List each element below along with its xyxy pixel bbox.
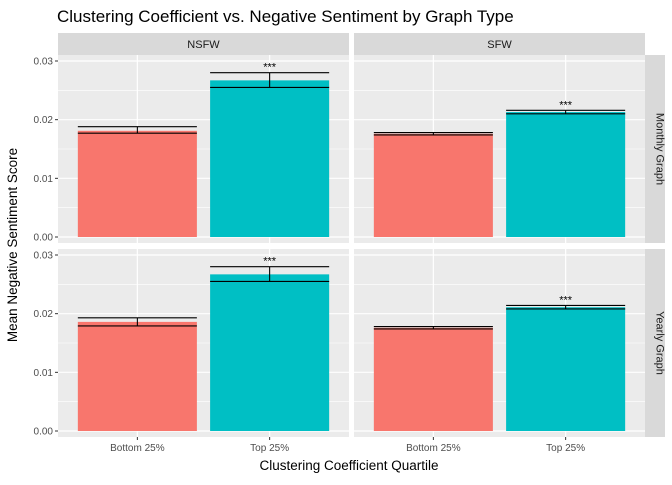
y-axis-title: Mean Negative Sentiment Score bbox=[5, 148, 20, 342]
significance-label: *** bbox=[263, 256, 277, 268]
y-tick-label: 0.02 bbox=[34, 309, 54, 320]
chart-title: Clustering Coefficient vs. Negative Sent… bbox=[57, 7, 514, 26]
error-bar-bottom-25 bbox=[77, 126, 197, 134]
facet-panels: NSFW SFW Monthly Graph Yearly Graph *** 0.00 0… bbox=[34, 33, 666, 454]
x-tick-label: Top 25% bbox=[546, 443, 585, 454]
strip-background bbox=[58, 33, 349, 55]
x-tick-label: Bottom 25% bbox=[406, 443, 461, 454]
error-bar-bottom-25 bbox=[77, 317, 197, 327]
significance-label: *** bbox=[559, 294, 573, 306]
panel-nsfw-yearly-graph: *** 0.00 0.01 0.02 0.03 Bottom 25% Top 25% bbox=[34, 249, 349, 454]
y-tick-label: 0.02 bbox=[34, 115, 54, 126]
y-tick-label: 0.00 bbox=[34, 233, 54, 244]
strip-label: Yearly Graph bbox=[654, 311, 666, 375]
y-tick-label: 0.01 bbox=[34, 368, 54, 379]
strip-label: NSFW bbox=[187, 39, 220, 51]
panel-nsfw-monthly-graph: *** 0.00 0.01 0.02 0.03 bbox=[34, 55, 349, 244]
bar-top-25 bbox=[210, 274, 330, 431]
error-bar-top-25 bbox=[506, 304, 626, 310]
y-tick-label: 0.03 bbox=[34, 57, 54, 68]
panel-sfw-yearly-graph: *** Bottom 25% Top 25% bbox=[354, 249, 645, 454]
significance-label: *** bbox=[559, 99, 573, 111]
bar-bottom-25 bbox=[77, 321, 197, 431]
panel-sfw-monthly-graph: *** bbox=[354, 55, 645, 243]
strip-label: SFW bbox=[487, 39, 512, 51]
error-bar-bottom-25 bbox=[373, 326, 493, 330]
bar-bottom-25 bbox=[373, 133, 493, 237]
bar-top-25 bbox=[506, 112, 626, 237]
bar-bottom-25 bbox=[373, 327, 493, 431]
significance-label: *** bbox=[263, 62, 277, 74]
strip-nsfw: NSFW bbox=[58, 33, 349, 55]
error-bar-top-25 bbox=[210, 72, 330, 88]
bar-top-25 bbox=[506, 307, 626, 431]
strip-background bbox=[354, 33, 645, 55]
y-tick-label: 0.00 bbox=[34, 427, 54, 438]
y-tick-label: 0.01 bbox=[34, 174, 54, 185]
strip-label: Monthly Graph bbox=[654, 113, 666, 185]
x-tick-label: Bottom 25% bbox=[110, 443, 165, 454]
bar-top-25 bbox=[210, 80, 330, 237]
error-bar-bottom-25 bbox=[373, 132, 493, 136]
y-tick-label: 0.03 bbox=[34, 251, 54, 262]
x-tick-label: Top 25% bbox=[250, 443, 289, 454]
error-bar-top-25 bbox=[506, 109, 626, 115]
error-bar-top-25 bbox=[210, 266, 330, 282]
x-axis-title: Clustering Coefficient Quartile bbox=[259, 458, 438, 473]
bar-bottom-25 bbox=[77, 130, 197, 237]
strip-sfw: SFW bbox=[354, 33, 645, 55]
